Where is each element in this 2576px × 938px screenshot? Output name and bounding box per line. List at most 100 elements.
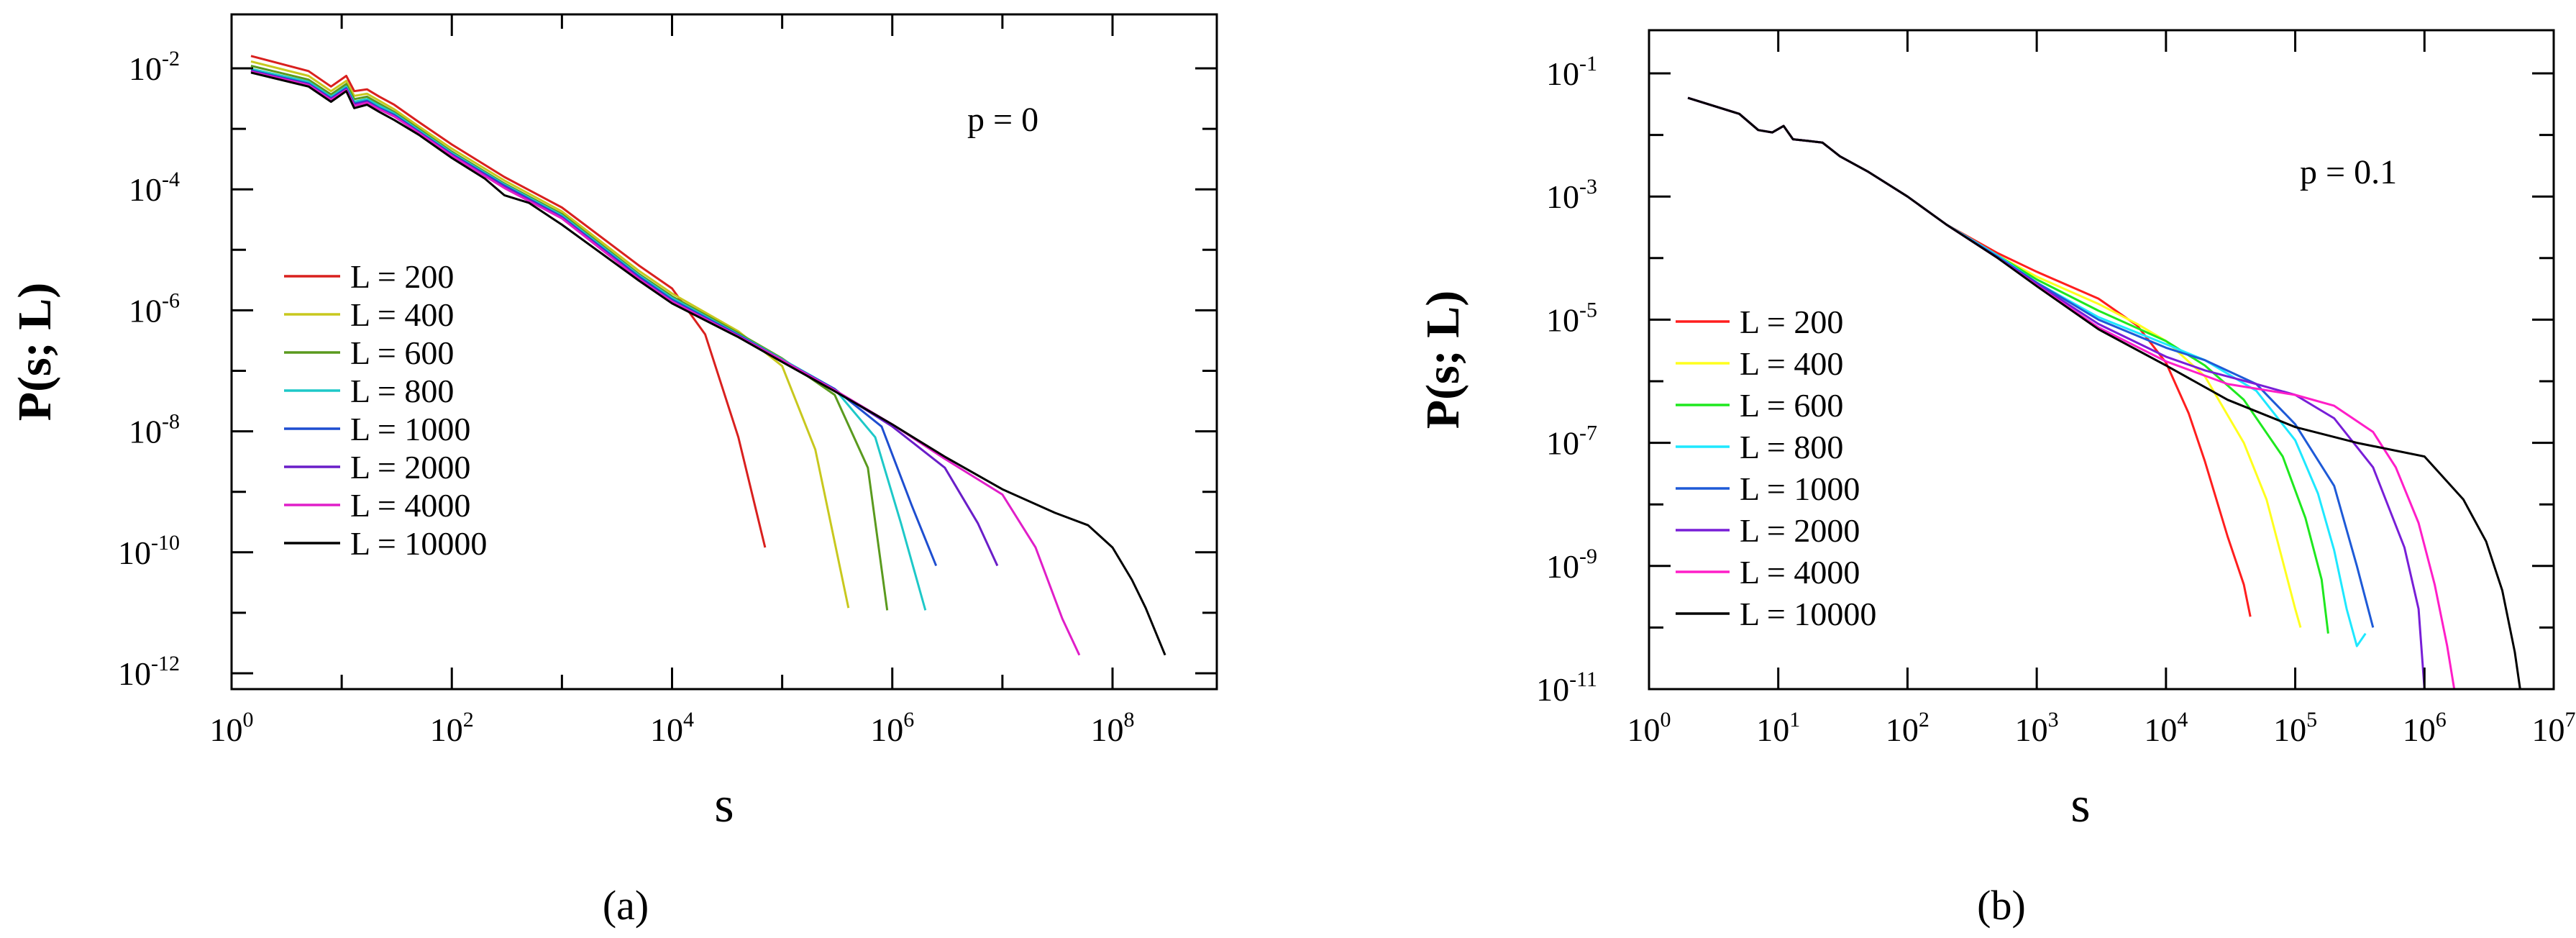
y-tick-base: 10 [1546, 301, 1579, 338]
panel-a-legend-label: L = 10000 [350, 525, 487, 562]
x-tick-base: 10 [870, 711, 903, 748]
y-tick-exponent: -6 [162, 288, 180, 312]
panel-b-series-l10000 [1687, 96, 2521, 690]
panel-b-tick-labels: 100 101 102 103 104 105 106 10710-110-310-510-7… [1536, 52, 2575, 748]
panel-a-y-tick-label: 10-2 [129, 47, 180, 87]
x-tick-exponent: 0 [243, 708, 254, 732]
panel-a-series-l10000 [250, 71, 1166, 656]
x-tick-base: 10 [2273, 711, 2306, 748]
panel-b-ticks [1648, 30, 2555, 691]
panel-b-y-tick-label: 10-1 [1546, 52, 1597, 92]
panel-b-x-tick-label: 106 [2403, 708, 2447, 748]
y-tick-base: 10 [129, 50, 162, 87]
x-tick-exponent: 6 [2436, 708, 2447, 732]
x-tick-exponent: 2 [1919, 708, 1929, 732]
panel-b-x-tick-label: 102 [1886, 708, 1929, 748]
x-tick-exponent: 4 [683, 708, 694, 732]
panel-a-y-tick-label: 10-12 [118, 652, 180, 692]
panel-b-x-tick-label: 105 [2273, 708, 2317, 748]
panel-b-legend-label: L = 1000 [1740, 470, 1860, 507]
panel-b: 100 101 102 103 104 105 106 10710-110-310-510-7… [1417, 29, 2576, 929]
panel-a-ticks [230, 14, 1217, 689]
y-tick-base: 10 [129, 171, 162, 208]
panel-a-label: (a) [603, 882, 649, 929]
y-tick-base: 10 [1546, 178, 1579, 215]
panel-a-y-tick-label: 10-6 [129, 288, 180, 329]
y-tick-exponent: -3 [1579, 175, 1597, 199]
panel-a-x-tick-label: 102 [430, 708, 474, 748]
panel-b-x-tick-label: 104 [2144, 708, 2188, 748]
y-tick-exponent: -2 [162, 47, 180, 70]
panel-b-annotation: p = 0.1 [2300, 153, 2397, 191]
panel-b-y-tick-label: 10-11 [1536, 668, 1597, 708]
panel-b-x-axis-title: s [2070, 778, 2090, 833]
x-tick-exponent: 2 [463, 708, 474, 732]
y-tick-base: 10 [118, 534, 151, 571]
y-tick-exponent: -7 [1579, 422, 1597, 445]
x-tick-exponent: 4 [2177, 708, 2188, 732]
x-tick-base: 10 [210, 711, 243, 748]
panel-a-x-tick-label: 106 [870, 708, 914, 748]
panel-a-series-layer [250, 55, 1166, 656]
x-tick-exponent: 6 [903, 708, 914, 732]
panel-b-y-axis-title: P(s; L) [1417, 291, 1469, 429]
x-tick-exponent: 3 [2048, 708, 2059, 732]
panel-b-x-tick-label: 103 [2015, 708, 2059, 748]
panel-b-label: (b) [1977, 882, 2026, 929]
panel-a-annotation: p = 0 [967, 101, 1038, 139]
panel-a-y-tick-label: 10-10 [118, 531, 180, 571]
y-tick-exponent: -10 [151, 531, 180, 555]
y-tick-base: 10 [129, 414, 162, 450]
panel-a-x-axis-title: s [714, 778, 734, 833]
panel-a-x-tick-label: 104 [650, 708, 694, 748]
panel-a-x-tick-label: 100 [210, 708, 254, 748]
x-tick-exponent: 7 [2565, 708, 2576, 732]
y-tick-exponent: -8 [162, 410, 180, 434]
x-tick-exponent: 0 [1661, 708, 1671, 732]
y-tick-exponent: -1 [1579, 52, 1597, 76]
x-tick-base: 10 [1627, 711, 1661, 748]
x-tick-base: 10 [1756, 711, 1789, 748]
x-tick-base: 10 [1886, 711, 1919, 748]
panel-a-y-axis-title: P(s; L) [9, 283, 61, 421]
y-tick-base: 10 [1536, 671, 1569, 708]
x-tick-exponent: 5 [2306, 708, 2317, 732]
panel-a-legend-label: L = 4000 [350, 487, 470, 524]
y-tick-base: 10 [1546, 548, 1579, 585]
y-tick-exponent: -9 [1579, 545, 1597, 568]
panel-b-legend-label: L = 10000 [1740, 596, 1876, 632]
x-tick-base: 10 [2532, 711, 2565, 748]
panel-a-legend-label: L = 400 [350, 296, 454, 333]
panel-a-y-tick-label: 10-4 [129, 168, 180, 208]
panel-b-y-tick-label: 10-9 [1546, 545, 1597, 585]
y-tick-exponent: -5 [1579, 298, 1597, 322]
panel-a-tick-labels: 100 102 104 106 10810-210-410-610-810-1010-1… [118, 47, 1135, 748]
y-tick-base: 10 [129, 292, 162, 329]
panel-b-legend-label: L = 4000 [1740, 554, 1860, 591]
x-tick-base: 10 [1091, 711, 1124, 748]
x-tick-base: 10 [2144, 711, 2177, 748]
x-tick-base: 10 [430, 711, 463, 748]
panel-b-y-tick-label: 10-3 [1546, 175, 1597, 215]
panel-a-series-l600 [250, 65, 889, 611]
panel-a-plot-frame [230, 13, 1218, 691]
panel-b-x-tick-label: 101 [1756, 708, 1800, 748]
y-tick-exponent: -12 [151, 652, 180, 675]
panel-b-legend: L = 200 L = 400 L = 600 L = 800 L = 1000 L = … [1676, 304, 1876, 632]
x-tick-exponent: 1 [1789, 708, 1800, 732]
panel-b-legend-label: L = 2000 [1740, 512, 1860, 549]
panel-b-legend-label: L = 600 [1740, 387, 1843, 424]
panel-a-legend-label: L = 800 [350, 373, 454, 409]
x-tick-exponent: 8 [1124, 708, 1135, 732]
panel-a-legend-label: L = 200 [350, 258, 454, 295]
panel-a-legend-label: L = 2000 [350, 449, 470, 486]
panel-a-x-tick-label: 108 [1091, 708, 1135, 748]
y-tick-base: 10 [118, 655, 151, 692]
panel-a-legend-label: L = 1000 [350, 411, 470, 447]
panel-b-series-layer [1687, 96, 2521, 690]
panel-b-legend-label: L = 800 [1740, 429, 1843, 465]
panel-b-x-tick-label: 107 [2532, 708, 2576, 748]
panel-b-y-tick-label: 10-7 [1546, 422, 1597, 462]
